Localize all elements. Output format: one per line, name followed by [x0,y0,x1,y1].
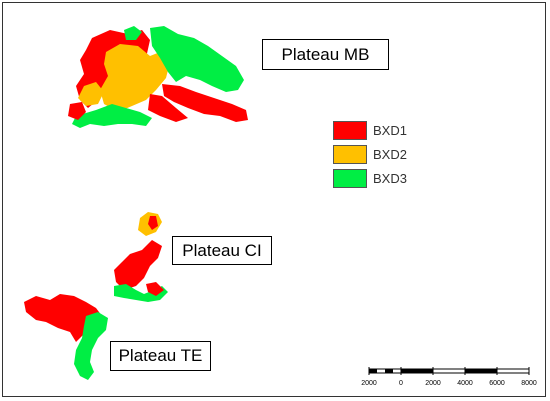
mb-green-patch-north [124,26,142,40]
mb-orange-patch-west [78,82,104,106]
scale-tick-label: 0 [399,380,403,387]
ci-red-zone [114,240,162,290]
scale-tick-label: 8000 [521,380,537,387]
legend-item-bxd1: BXD1 [333,121,407,140]
mb-green-zone [150,26,244,92]
scale-bar: 2000 0 2000 4000 6000 8000 [361,367,537,387]
label-plateau-ci: Plateau CI [172,236,272,265]
plateau-te-area [24,294,108,380]
te-red-zone [24,294,102,342]
scale-tick-label: 2000 [425,380,441,387]
plateau-mb-area [68,26,248,128]
mb-green-patch-south [72,104,152,128]
mb-orange-zone [100,44,170,112]
ci-green-zone [114,284,168,302]
plateau-ci-area [114,212,168,302]
legend-item-bxd2: BXD2 [333,145,407,164]
legend-label: BXD1 [373,123,407,138]
label-plateau-mb: Plateau MB [262,39,389,70]
scale-tick-label: 6000 [489,380,505,387]
map-legend: BXD1 BXD2 BXD3 [333,121,407,193]
scale-tick-label: 2000 [361,380,377,387]
legend-swatch-bxd3 [333,169,367,188]
mb-red-patch-sw [68,102,86,120]
te-green-zone [74,312,108,380]
mb-red-patch-east [162,84,248,122]
legend-swatch-bxd1 [333,121,367,140]
legend-item-bxd3: BXD3 [333,169,407,188]
legend-label: BXD3 [373,171,407,186]
legend-label: BXD2 [373,147,407,162]
mb-red-patch-south [148,94,188,122]
ci-red-patch [146,282,164,296]
ci-red-fragment-north [148,216,158,230]
legend-swatch-bxd2 [333,145,367,164]
scale-tick-label: 4000 [457,380,473,387]
label-plateau-te: Plateau TE [110,341,211,371]
